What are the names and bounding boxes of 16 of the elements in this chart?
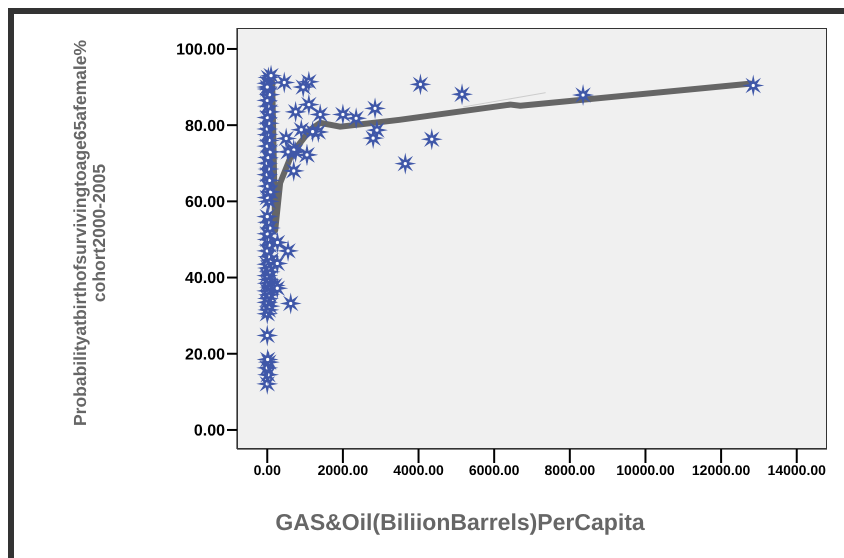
x-tick-label: 6000.00 (468, 462, 520, 478)
y-tick-label: 0.00 (194, 422, 226, 440)
y-tick-label: 80.00 (184, 118, 226, 135)
x-tick-label: 10000.00 (616, 462, 675, 478)
x-tick-label: 8000.00 (544, 462, 596, 478)
x-tick-label: 14000.00 (768, 462, 826, 478)
x-axis-title: GAS&Oil(BiliionBarrels)PerCapita (275, 509, 645, 535)
x-tick-label: 0.00 (254, 462, 282, 478)
y-tick-label: 60.00 (184, 194, 226, 212)
x-tick-label: 12000.00 (692, 462, 751, 478)
x-tick-label: 4000.00 (393, 462, 444, 478)
x-tick-label: 2000.00 (318, 462, 368, 478)
y-tick-label: 100.00 (176, 42, 226, 59)
y-tick-label: 20.00 (184, 346, 226, 364)
y-axis-title: Probabilityatbirthofsurvivingtoage65afemale% cohort2000-2005 (70, 40, 109, 426)
y-tick-label: 40.00 (184, 270, 226, 288)
